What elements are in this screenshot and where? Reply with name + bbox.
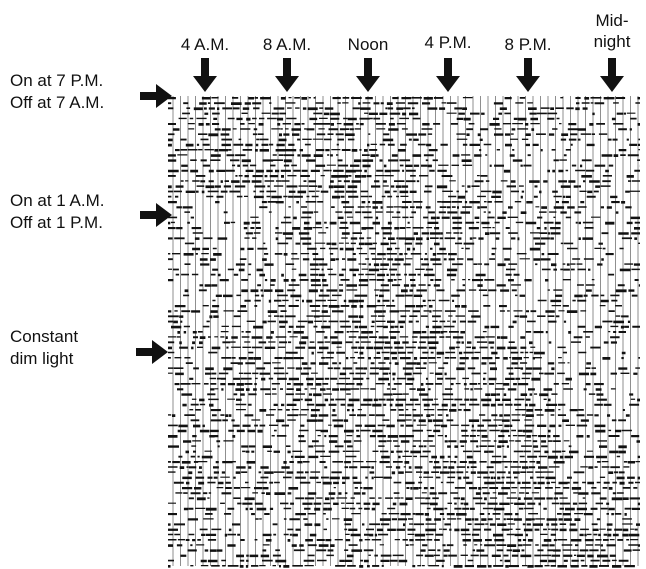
time-label: Noon	[348, 35, 389, 54]
arrow	[193, 58, 217, 92]
arrow	[140, 84, 172, 108]
condition-label: Off at 7 A.M.	[10, 93, 104, 112]
condition-label: Off at 1 P.M.	[10, 213, 103, 232]
actogram-figure: 4 A.M. 8 A.M. Noon 4 P.M. 8 P.M. Mid- ni…	[0, 0, 646, 569]
arrow	[136, 340, 168, 364]
time-label: 4 A.M.	[181, 35, 229, 54]
time-arrows	[193, 58, 624, 92]
time-label: 4 P.M.	[425, 33, 472, 52]
time-label: night	[594, 32, 631, 51]
arrow	[516, 58, 540, 92]
arrow	[436, 58, 460, 92]
time-label: Mid-	[595, 11, 628, 30]
time-label: 8 A.M.	[263, 35, 311, 54]
condition-label: On at 7 P.M.	[10, 71, 103, 90]
arrow	[600, 58, 624, 92]
condition-label: dim light	[10, 349, 74, 368]
condition-label: Constant	[10, 327, 78, 346]
condition-label: On at 1 A.M.	[10, 191, 105, 210]
condition-arrows	[136, 84, 172, 364]
time-label: 8 P.M.	[505, 35, 552, 54]
arrow	[140, 203, 172, 227]
arrow	[356, 58, 380, 92]
arrow	[275, 58, 299, 92]
